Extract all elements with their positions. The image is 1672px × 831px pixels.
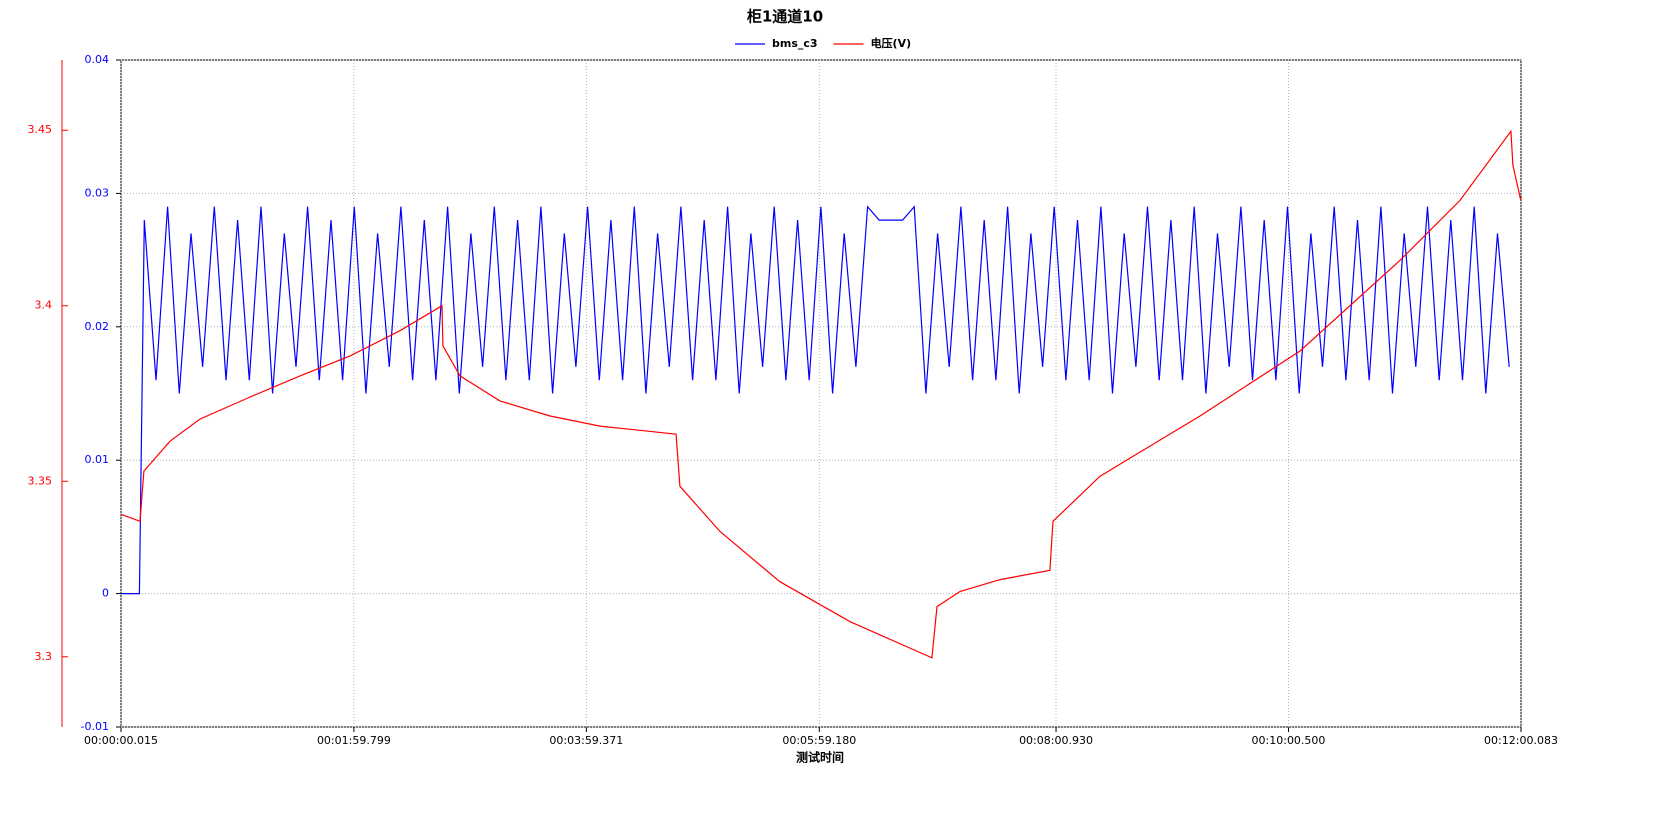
- legend-label: 电压(V): [871, 36, 912, 50]
- x-tick-label: 00:12:00.083: [1484, 734, 1558, 747]
- series-line: [121, 205, 1510, 595]
- y2-tick-label: 3.35: [28, 474, 53, 487]
- y2-tick-label: 3.45: [28, 123, 53, 136]
- x-axis-label: 测试时间: [796, 750, 844, 765]
- y-tick-label: 0.03: [85, 186, 110, 199]
- y2-tick-label: 3.4: [35, 299, 53, 312]
- y-tick-label: 0.01: [85, 453, 110, 466]
- y-tick-label: 0.04: [85, 53, 110, 66]
- x-tick-label: 00:03:59.371: [549, 734, 623, 747]
- y2-tick-label: 3.3: [35, 650, 53, 663]
- x-tick-label: 00:00:00.015: [84, 734, 158, 747]
- legend-label: bms_c3: [772, 37, 818, 50]
- chart-title: 柜1通道10: [746, 8, 823, 26]
- x-tick-label: 00:10:00.500: [1252, 734, 1326, 747]
- y-tick-label: -0.01: [81, 720, 109, 733]
- y-tick-label: 0.02: [85, 320, 110, 333]
- x-tick-label: 00:05:59.180: [782, 734, 856, 747]
- y-tick-label: 0: [102, 587, 109, 600]
- plot-frame: [120, 59, 1522, 728]
- series-line: [120, 129, 1522, 659]
- x-tick-label: 00:08:00.930: [1019, 734, 1093, 747]
- x-tick-label: 00:01:59.799: [317, 734, 391, 747]
